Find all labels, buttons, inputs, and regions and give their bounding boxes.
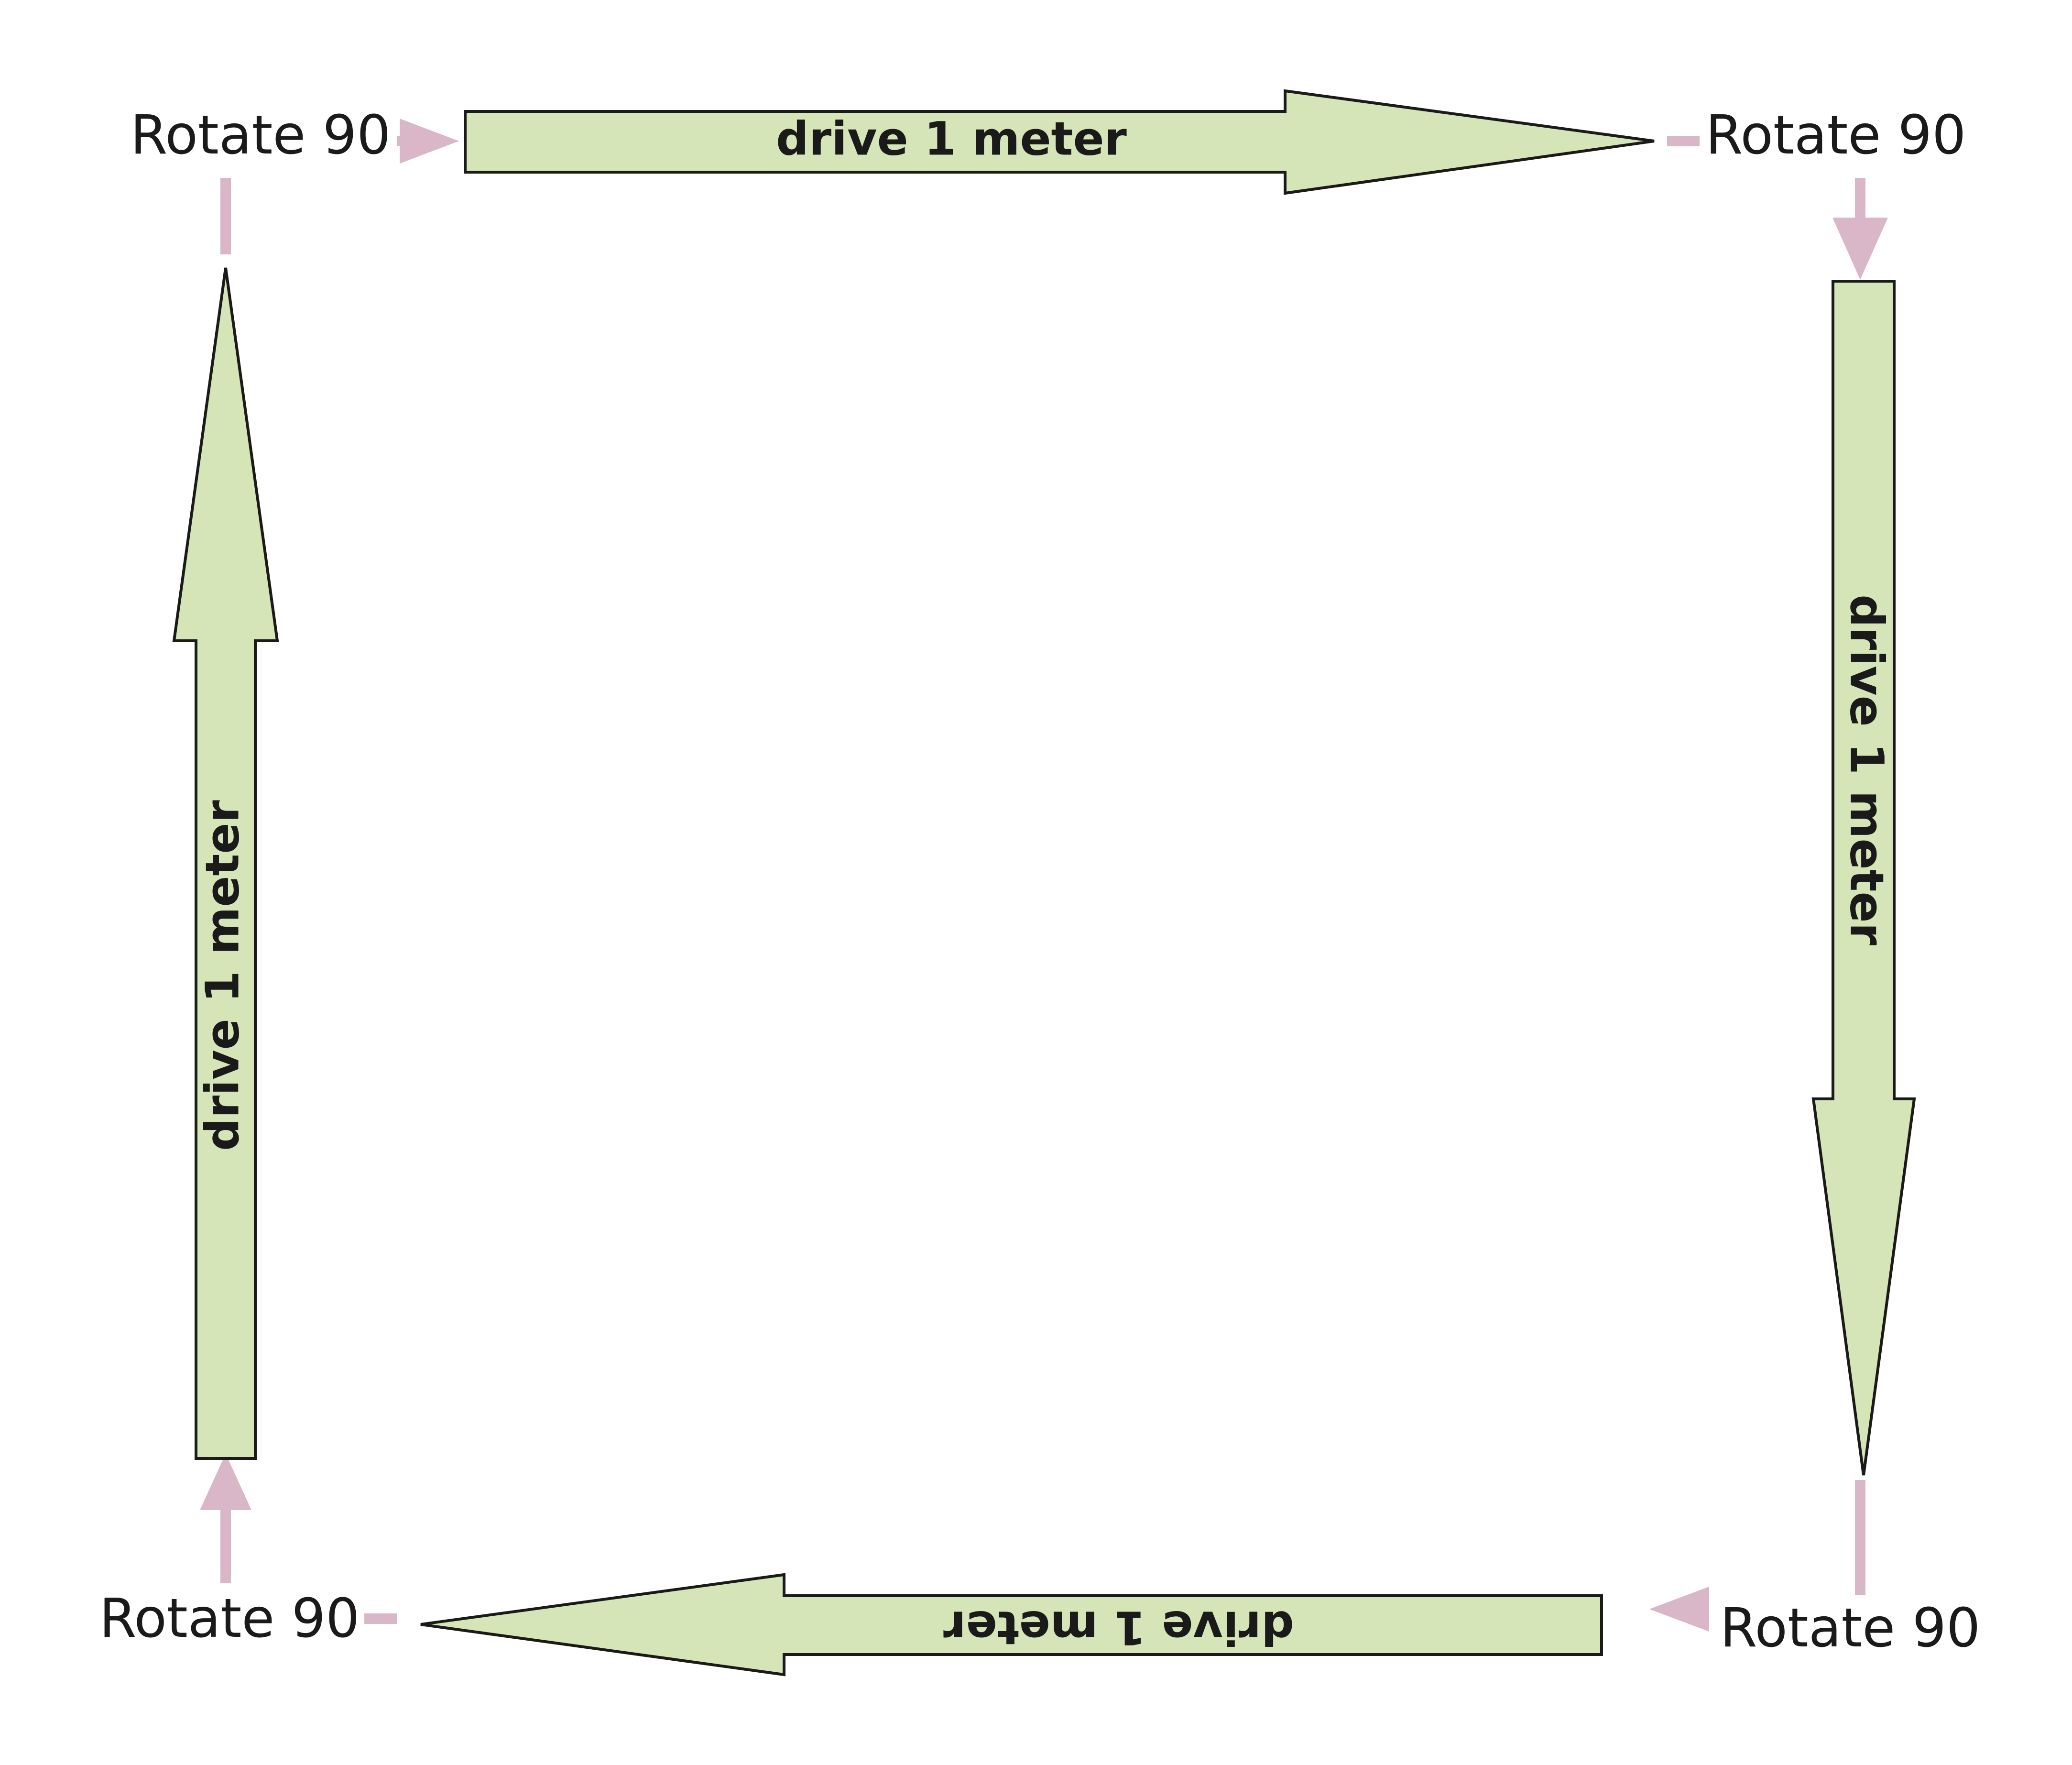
step-label-top: drive 1 meter — [776, 112, 1127, 165]
connector-top-to-top-right — [1667, 136, 1700, 146]
arrow-top — [464, 89, 1655, 195]
corner-label-bottom-right: Rotate 90 — [1720, 1597, 1981, 1659]
connector-bottom-left-to-left — [200, 1454, 251, 1583]
arrow-bottom — [420, 1573, 1603, 1677]
corner-labels: Rotate 90 Rotate 90 Rotate 90 Rotate 90 — [99, 104, 1981, 1659]
connector-left-to-top-left — [220, 178, 231, 254]
connector-bottom-to-bottom-left — [364, 1613, 397, 1624]
connector-bottom-right-to-bottom — [1649, 1587, 1709, 1632]
corner-label-top-left: Rotate 90 — [131, 104, 391, 166]
step-labels: drive 1 meter drive 1 meter drive 1 mete… — [196, 112, 1893, 1654]
arrow-left — [172, 267, 279, 1460]
connector-top-right-to-right — [1832, 178, 1888, 280]
arrow-right — [1811, 280, 1916, 1476]
step-label-right: drive 1 meter — [1840, 594, 1894, 945]
connector-top-left-to-top — [397, 119, 459, 164]
connector-right-to-bottom-right — [1855, 1480, 1865, 1595]
step-label-bottom: drive 1 meter — [943, 1601, 1294, 1655]
corner-label-top-right: Rotate 90 — [1706, 104, 1966, 166]
connectors — [200, 119, 1888, 1632]
arrows — [172, 89, 1916, 1677]
corner-label-bottom-left: Rotate 90 — [99, 1588, 360, 1650]
step-label-left: drive 1 meter — [196, 800, 249, 1151]
